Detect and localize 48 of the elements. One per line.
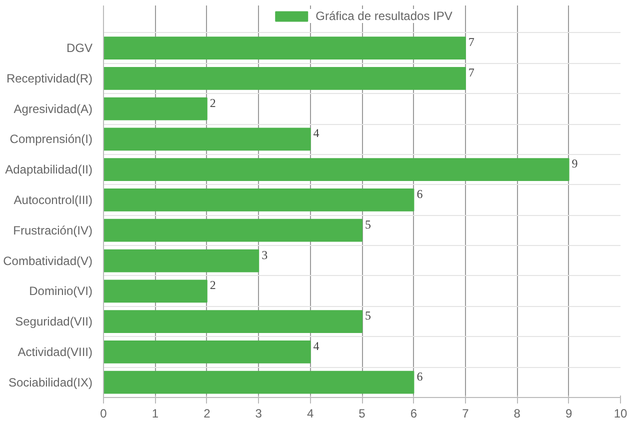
x-tick-label: 0 bbox=[100, 406, 108, 420]
data-label: 5 bbox=[365, 217, 371, 232]
bar bbox=[104, 370, 414, 394]
y-tick-label: Dominio(VI) bbox=[29, 284, 93, 298]
x-tick-label: 10 bbox=[614, 406, 628, 420]
data-label: 3 bbox=[262, 248, 268, 262]
bar bbox=[104, 188, 414, 212]
y-tick-label: DGV bbox=[66, 41, 93, 56]
x-tick-label: 6 bbox=[410, 406, 418, 420]
bar bbox=[104, 97, 208, 120]
data-label: 4 bbox=[313, 126, 320, 140]
x-tick-label: 5 bbox=[358, 406, 366, 420]
data-label: 4 bbox=[313, 338, 320, 353]
y-tick-label: Frustración(IV) bbox=[13, 223, 93, 238]
y-tick-label: Actividad(VIII) bbox=[18, 344, 93, 359]
bar bbox=[104, 158, 570, 182]
y-tick-label: Seguridad(VII) bbox=[15, 314, 93, 329]
y-tick-label: Comprensión(I) bbox=[10, 132, 93, 146]
bar bbox=[104, 249, 260, 272]
y-tick-label: Autocontrol(III) bbox=[14, 192, 93, 207]
data-label: 5 bbox=[365, 308, 371, 323]
bar bbox=[104, 218, 362, 242]
x-tick-label: 1 bbox=[152, 406, 159, 420]
data-label: 7 bbox=[468, 35, 474, 50]
data-label: 2 bbox=[210, 96, 216, 110]
bar bbox=[104, 310, 362, 333]
y-tick-label: Combatividad(V) bbox=[3, 254, 93, 268]
x-tick-label: 2 bbox=[204, 406, 211, 420]
data-label: 7 bbox=[468, 65, 474, 80]
x-tick-label: 8 bbox=[514, 406, 521, 420]
y-tick-label: Receptividad(R) bbox=[6, 71, 93, 86]
legend-label: Gráfica de resultados IPV bbox=[316, 9, 452, 23]
x-tick-label: 4 bbox=[306, 406, 314, 420]
bar bbox=[104, 128, 311, 151]
data-label: 6 bbox=[416, 369, 423, 384]
x-tick-label: 3 bbox=[255, 406, 262, 420]
data-label: 9 bbox=[572, 156, 578, 171]
bar bbox=[104, 36, 466, 60]
data-label: 6 bbox=[416, 186, 423, 201]
y-tick-label: Adaptabilidad(II) bbox=[5, 162, 93, 177]
bar bbox=[104, 280, 208, 303]
data-label: 2 bbox=[210, 278, 216, 292]
y-tick-label: Agresividad(A) bbox=[14, 102, 93, 116]
x-tick-label: 9 bbox=[565, 406, 572, 420]
bar bbox=[104, 340, 311, 364]
y-tick-label: Sociabilidad(IX) bbox=[8, 375, 93, 390]
x-tick-label: 7 bbox=[462, 406, 470, 420]
bar bbox=[104, 66, 466, 90]
